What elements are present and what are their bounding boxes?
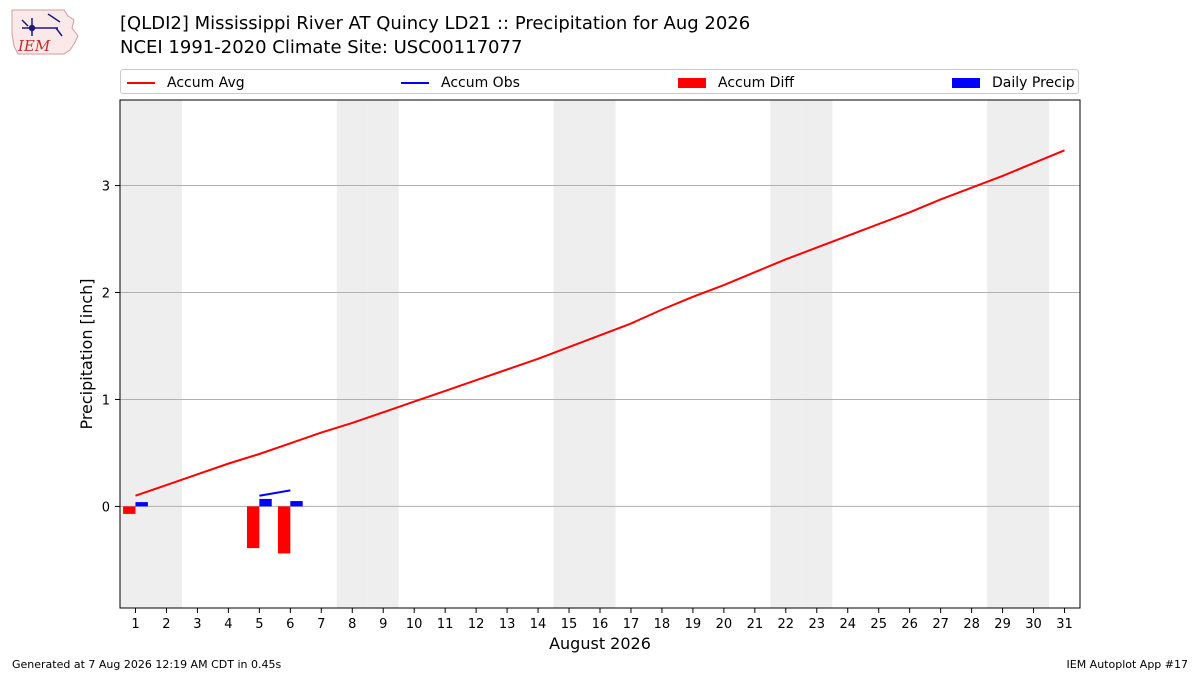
gridlines (120, 185, 1080, 507)
accum-diff-bar (277, 506, 291, 554)
daily-precip-bar (135, 502, 148, 507)
y-axis-label: Precipitation [inch] (77, 278, 96, 429)
x-tick-label: 12 (468, 617, 485, 632)
weekend-band (801, 100, 833, 608)
x-tick-label: 19 (685, 617, 702, 632)
weekend-band (150, 100, 182, 608)
legend-item-accum-diff: Accum Diff (678, 70, 794, 95)
x-tick-label: 3 (193, 617, 201, 632)
legend-label: Daily Precip (992, 74, 1075, 91)
x-tick-label: 27 (932, 617, 949, 632)
x-tick-label: 18 (654, 617, 671, 632)
x-tick-label: 2 (162, 617, 170, 632)
y-axis-ticks: 0 1 2 3 (102, 180, 120, 515)
x-tick-label: 10 (406, 617, 423, 632)
y-tick-label: 3 (102, 180, 110, 195)
x-axis-ticks: 1 2 3 4 5 6 7 8 9 10 11 12 13 14 15 16 17 18 19 20 21 22 23 24 2… (131, 608, 1073, 632)
x-tick-label: 16 (592, 617, 609, 632)
weekend-band (987, 100, 1019, 608)
weekend-bands (120, 100, 1050, 608)
x-tick-label: 20 (716, 617, 733, 632)
legend: Accum Avg Accum Obs Accum Diff Daily Pre… (120, 69, 1079, 94)
x-tick-label: 26 (901, 617, 918, 632)
weekend-band (120, 100, 151, 608)
x-tick-label: 14 (530, 617, 547, 632)
legend-item-accum-obs: Accum Obs (401, 70, 520, 95)
x-tick-label: 5 (255, 617, 263, 632)
daily-precip-bar (290, 501, 303, 507)
x-axis-label: August 2026 (549, 634, 651, 653)
x-tick-label: 1 (131, 617, 139, 632)
weekend-band (336, 100, 368, 608)
x-tick-label: 15 (561, 617, 578, 632)
x-tick-label: 8 (348, 617, 356, 632)
y-tick-label: 2 (102, 287, 110, 302)
accum-diff-bar (246, 506, 260, 549)
weekend-band (770, 100, 802, 608)
bars (123, 498, 303, 554)
weather-station-icon (21, 13, 63, 37)
accum-diff-bar (123, 506, 136, 514)
footer-generated-text: Generated at 7 Aug 2026 12:19 AM CDT in … (12, 658, 282, 671)
x-tick-label: 28 (963, 617, 980, 632)
logo-text: IEM (17, 37, 51, 55)
x-tick-label: 17 (623, 617, 640, 632)
iem-logo: IEM (11, 9, 79, 55)
weekend-band (1018, 100, 1050, 608)
legend-swatch (401, 81, 429, 84)
daily-precip-bar (259, 498, 272, 507)
y-tick-label: 0 (102, 500, 110, 515)
legend-label: Accum Obs (441, 74, 520, 91)
legend-swatch (952, 77, 980, 88)
x-tick-label: 9 (379, 617, 387, 632)
x-tick-label: 30 (1025, 617, 1042, 632)
footer-app-text: IEM Autoplot App #17 (1066, 658, 1189, 671)
weekend-band (367, 100, 399, 608)
x-tick-label: 25 (870, 617, 887, 632)
x-tick-label: 6 (286, 617, 294, 632)
weekend-band (553, 100, 585, 608)
accum-avg-line (135, 149, 1065, 497)
legend-label: Accum Avg (167, 74, 245, 91)
chart-title: [QLDI2] Mississippi River AT Quincy LD21… (120, 13, 751, 34)
x-tick-label: 4 (224, 617, 232, 632)
x-tick-label: 31 (1056, 617, 1073, 632)
chart-subtitle: NCEI 1991-2020 Climate Site: USC00117077 (120, 37, 523, 58)
x-tick-label: 29 (994, 617, 1011, 632)
series-lines (135, 149, 1065, 497)
x-tick-label: 22 (778, 617, 795, 632)
legend-swatch (678, 77, 706, 88)
legend-item-daily-precip: Daily Precip (952, 70, 1075, 95)
x-tick-label: 11 (437, 617, 454, 632)
iowa-state-outline-icon (11, 9, 79, 55)
legend-item-accum-avg: Accum Avg (127, 70, 245, 95)
accum-obs-line (259, 489, 291, 497)
x-tick-label: 21 (747, 617, 764, 632)
x-tick-label: 13 (499, 617, 516, 632)
legend-swatch (127, 81, 155, 84)
x-tick-label: 24 (839, 617, 856, 632)
weekend-band (584, 100, 616, 608)
x-tick-label: 7 (317, 617, 325, 632)
y-tick-label: 1 (102, 393, 110, 408)
x-tick-label: 23 (809, 617, 826, 632)
legend-label: Accum Diff (718, 74, 795, 91)
